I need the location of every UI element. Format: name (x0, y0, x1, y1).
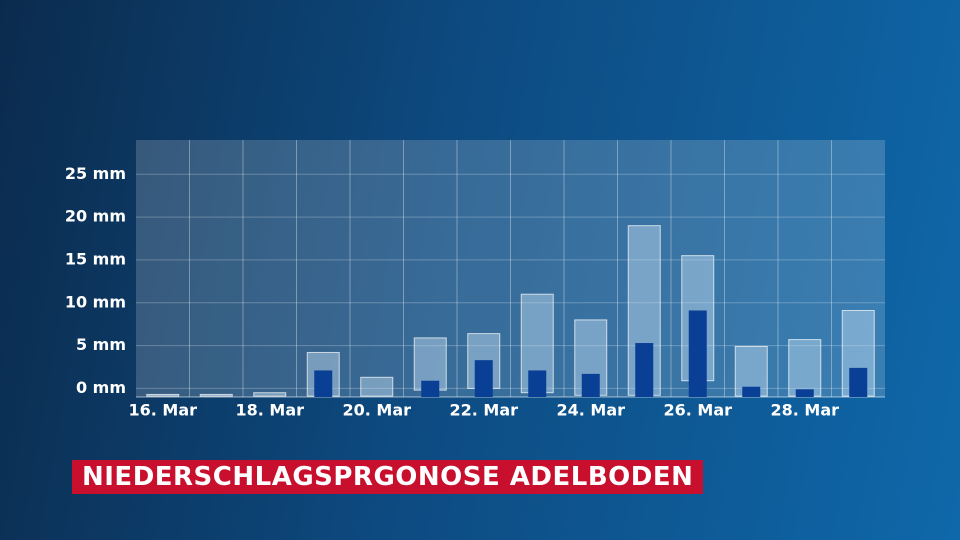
x-tick-label: 28. Mar (770, 401, 839, 420)
bar (474, 360, 493, 397)
y-tick-label: 15 mm (65, 249, 126, 268)
x-tick-label: 22. Mar (449, 401, 518, 420)
bar (581, 373, 600, 397)
y-tick-label: 20 mm (65, 207, 126, 226)
range-bar (199, 393, 233, 397)
bar (742, 386, 761, 397)
bar (849, 367, 868, 397)
x-tick-label: 26. Mar (663, 401, 732, 420)
chart-title: NIEDERSCHLAGSPRGONOSE ADELBODEN (72, 460, 704, 494)
bar (528, 370, 547, 397)
range-bar (146, 393, 180, 397)
y-tick-label: 0 mm (76, 378, 126, 397)
range-bar (253, 392, 287, 397)
x-tick-label: 20. Mar (342, 401, 411, 420)
bar (635, 343, 654, 397)
x-tick-label: 16. Mar (128, 401, 197, 420)
bar (314, 370, 333, 397)
bar (421, 380, 440, 397)
range-bar (360, 376, 394, 397)
x-tick-label: 24. Mar (556, 401, 625, 420)
bar (688, 310, 707, 397)
plot-area (136, 140, 885, 397)
bar (795, 389, 814, 397)
range-bar (788, 339, 822, 397)
y-tick-label: 5 mm (76, 335, 126, 354)
y-tick-label: 25 mm (65, 164, 126, 183)
x-tick-label: 18. Mar (235, 401, 304, 420)
y-tick-label: 10 mm (65, 292, 126, 311)
